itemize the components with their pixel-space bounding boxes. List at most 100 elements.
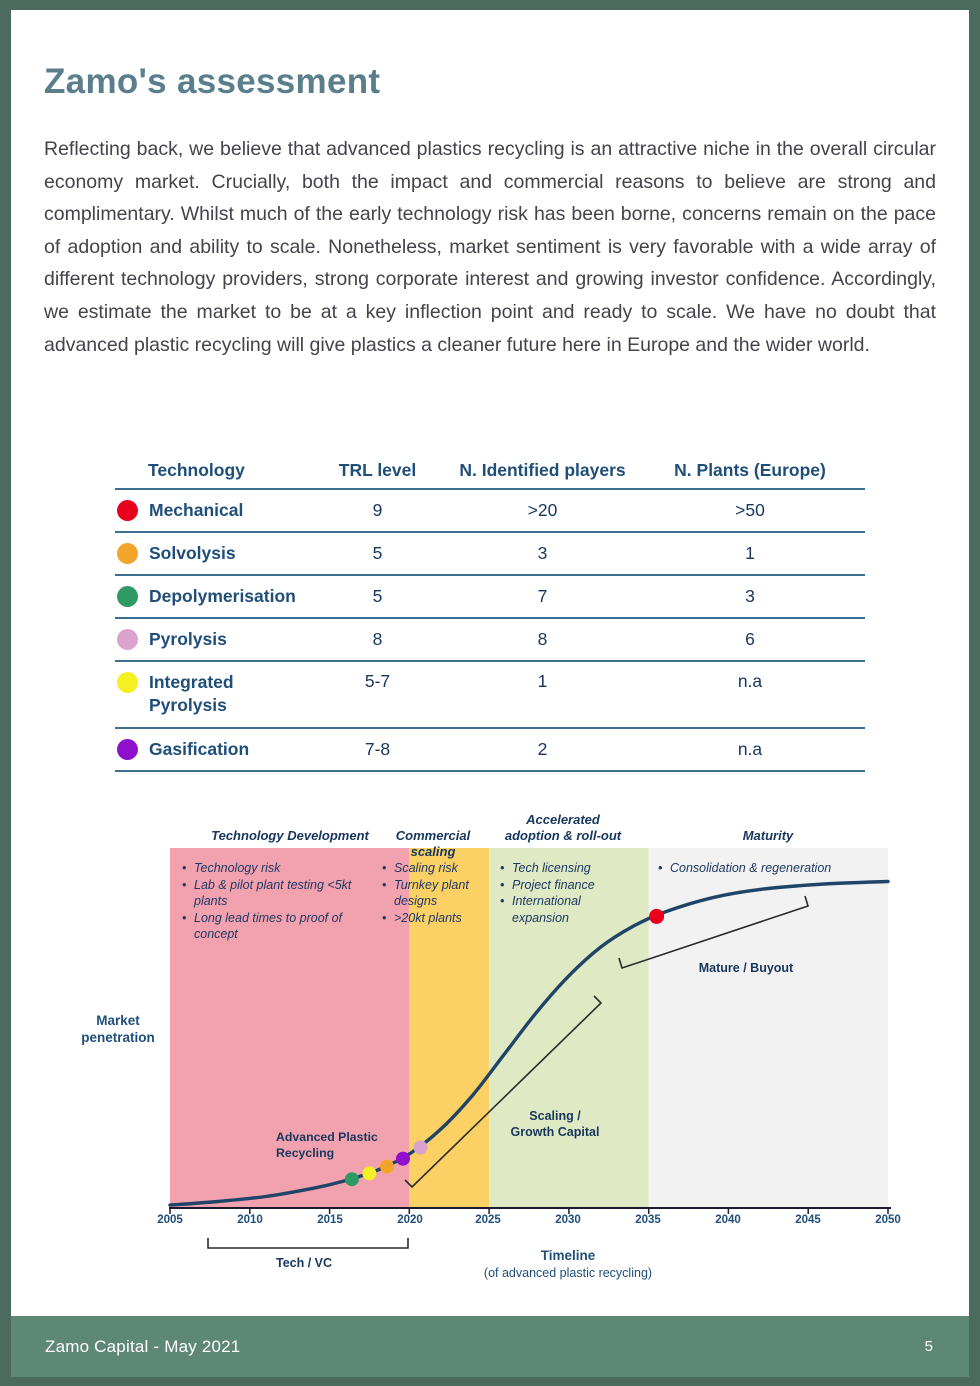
table-row-gasification: Gasification 7-8 2 n.a <box>115 729 865 773</box>
x-axis-sublabel: (of advanced plastic recycling) <box>483 1266 653 1280</box>
table-row-depolymerisation: Depolymerisation 5 7 3 <box>115 576 865 619</box>
phase-band-maturity <box>648 848 888 1208</box>
x-tick: 2050 <box>875 1214 901 1226</box>
players-value: 3 <box>537 543 548 563</box>
trl-value: 5-7 <box>364 671 391 691</box>
x-tick: 2030 <box>555 1214 581 1226</box>
depolymerisation-dot-icon <box>117 586 138 607</box>
bullet-item: Scaling risk <box>381 860 473 877</box>
adoption-curve <box>168 879 890 1207</box>
technology-cell: Pyrolysis <box>115 628 305 651</box>
footer-bar: Zamo Capital - May 2021 5 <box>11 1316 969 1377</box>
bullet-item: International expansion <box>499 893 631 926</box>
x-tick: 2025 <box>475 1214 501 1226</box>
phase-bullets-technology-development: Technology risk Lab & pilot plant testin… <box>181 860 363 943</box>
table-row-solvolysis: Solvolysis 5 3 1 <box>115 533 865 576</box>
marker-solvolysis <box>380 1159 394 1174</box>
plants-value: >50 <box>735 500 765 520</box>
technology-cell: Mechanical <box>115 499 305 522</box>
technology-name: Depolymerisation <box>149 585 296 606</box>
bullet-item: Technology risk <box>181 860 363 877</box>
x-axis-label: Timeline <box>540 1248 596 1263</box>
marker-gasification <box>396 1151 410 1166</box>
phase-bullets-commercial-scaling: Scaling risk Turnkey plant designs >20kt… <box>381 860 473 926</box>
marker-pyrolysis <box>413 1140 428 1155</box>
bullet-item: Lab & pilot plant testing <5kt plants <box>181 877 363 910</box>
table-row-pyrolysis: Pyrolysis 8 8 6 <box>115 619 865 662</box>
players-value: 1 <box>537 671 548 691</box>
table-header-row: Technology TRL level N. Identified playe… <box>115 452 865 490</box>
integrated-pyrolysis-dot-icon <box>117 672 138 693</box>
scaling-growth-bracket <box>404 995 603 1189</box>
trl-value: 8 <box>372 629 383 649</box>
col-header-trl-level: TRL level <box>338 459 417 480</box>
bullet-item: Tech licensing <box>499 860 631 877</box>
y-axis-label: Market penetration <box>81 1013 155 1045</box>
col-header-plants-europe: N. Plants (Europe) <box>674 459 826 480</box>
s-curve-chart: Technology Development Commercial scalin… <box>0 800 980 1320</box>
gasification-dot-icon <box>117 739 138 761</box>
trl-value: 9 <box>372 500 383 520</box>
x-tick: 2045 <box>795 1214 821 1226</box>
scaling-label-line2: Growth Capital <box>510 1125 600 1139</box>
trl-value: 5 <box>372 543 383 563</box>
axis-tick-marks <box>169 1208 889 1214</box>
bullet-item: >20kt plants <box>381 910 473 927</box>
players-value: 2 <box>537 739 548 760</box>
x-tick: 2040 <box>715 1214 741 1226</box>
technology-name: Pyrolysis <box>149 628 227 649</box>
phase-bullets-maturity: Consolidation & regeneration <box>657 860 885 877</box>
bullet-item: Project finance <box>499 877 631 894</box>
players-value: 7 <box>537 586 548 606</box>
plants-value: 1 <box>745 543 755 563</box>
technology-table: Technology TRL level N. Identified playe… <box>115 452 865 773</box>
technology-cell: Integrated Pyrolysis <box>115 671 305 717</box>
table-row-integrated-pyrolysis: Integrated Pyrolysis 5-7 1 n.a <box>115 662 865 730</box>
col-header-technology: Technology <box>148 459 245 480</box>
plants-value: n.a <box>737 671 763 691</box>
plants-value: n.a <box>737 739 763 760</box>
x-tick: 2005 <box>157 1214 183 1226</box>
s-curve-svg <box>168 848 891 1249</box>
advanced-plastic-recycling-label: Advanced Plastic Recycling <box>276 1130 378 1160</box>
tech-vc-bracket <box>207 1238 409 1249</box>
col-header-identified-players: N. Identified players <box>459 459 626 480</box>
players-value: 8 <box>537 629 548 649</box>
x-tick: 2020 <box>397 1214 423 1226</box>
technology-name: Gasification <box>149 739 250 760</box>
tech-vc-label: Tech / VC <box>275 1256 333 1270</box>
x-tick: 2015 <box>317 1214 343 1226</box>
technology-cell: Gasification <box>115 738 305 761</box>
phase-label-maturity: Maturity <box>742 828 794 843</box>
table-row-mechanical: Mechanical 9 >20 >50 <box>115 490 865 533</box>
marker-integrated-pyrolysis <box>362 1166 377 1181</box>
plants-value: 3 <box>745 586 755 606</box>
marker-mechanical <box>649 908 665 924</box>
footer-text: Zamo Capital - May 2021 <box>45 1336 241 1356</box>
page-title: Zamo's assessment <box>44 62 381 101</box>
phase-label-commercial-scaling: Commercial scaling <box>395 828 471 859</box>
trl-value: 5 <box>372 586 383 606</box>
x-tick: 2010 <box>237 1214 263 1226</box>
solvolysis-dot-icon <box>117 543 138 564</box>
technology-cell: Solvolysis <box>115 542 305 565</box>
bullet-item: Turnkey plant designs <box>381 877 473 910</box>
pyrolysis-dot-icon <box>117 629 138 650</box>
trl-value: 7-8 <box>364 739 391 760</box>
technology-cell: Depolymerisation <box>115 585 305 608</box>
scaling-label-line1: Scaling / <box>529 1109 581 1123</box>
technology-name: Integrated Pyrolysis <box>149 672 234 716</box>
technology-name: Mechanical <box>149 499 244 520</box>
phase-label-technology-development: Technology Development <box>211 828 369 843</box>
page-number: 5 <box>924 1338 933 1355</box>
players-value: >20 <box>527 500 558 520</box>
mature-buyout-bracket <box>618 895 809 970</box>
scaling-growth-capital-label: Scaling / Growth Capital <box>502 1108 608 1140</box>
intro-paragraph: Reflecting back, we believe that advance… <box>44 138 936 356</box>
mature-buyout-label: Mature / Buyout <box>698 961 794 975</box>
plants-value: 6 <box>745 629 755 649</box>
technology-name: Solvolysis <box>149 542 236 563</box>
bullet-item: Consolidation & regeneration <box>657 860 885 877</box>
phase-bullets-accelerated-adoption: Tech licensing Project finance Internati… <box>499 860 631 926</box>
tech-markers <box>344 908 665 1187</box>
